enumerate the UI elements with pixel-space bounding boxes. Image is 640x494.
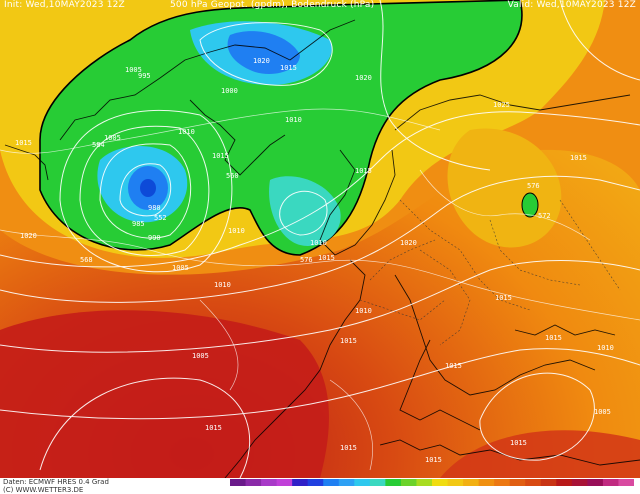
contour-label: 1015 [212,152,229,160]
contour-label: 1015 [318,254,335,262]
contour-label: 1020 [400,239,417,247]
hot-band-east [440,430,640,478]
legend-swatch [571,479,588,486]
legend-swatch [618,479,634,486]
contour-label: 1020 [20,232,37,240]
contour-label: 1010 [178,128,195,136]
cyan-center [269,176,341,246]
legend-swatch [447,479,464,486]
contour-label: 1015 [545,334,562,342]
contour-label: 1005 [594,408,611,416]
contour-label: 1000 [221,87,238,95]
contour-label: 1025 [493,101,510,109]
contour-label: 1010 [214,281,231,289]
contour-label: 1010 [285,116,302,124]
legend-swatch [432,479,449,486]
contour-label: 1010 [310,239,327,247]
contour-label: 560 [226,172,239,180]
green-blob-east [521,192,539,218]
contour-labels: 1015100599510101000980985990102010051010… [15,57,614,464]
contour-label: 576 [300,256,313,264]
contour-label: 990 [148,234,161,242]
hot-band [0,310,329,478]
contour-label: 1005 [125,66,142,74]
contour-label: 572 [538,212,551,220]
legend-swatch [276,479,293,486]
footer-bar: Daten: ECMWF HRES 0.4 Grad (C) WWW.WETTE… [0,478,640,494]
legend-swatch [292,479,309,486]
legend-swatch [245,479,262,486]
legend-swatch [416,479,433,486]
blue-north [227,31,300,75]
contour-label: 1015 [15,139,32,147]
contour-label: 1020 [355,74,372,82]
contour-label: 1015 [570,154,587,162]
legend-swatch [338,479,355,486]
isolines-pressure [0,108,640,471]
legend-swatch [525,479,542,486]
credit: (C) WWW.WETTER3.DE [3,486,84,494]
coastlines [4,19,640,478]
contour-label: 1020 [253,57,270,65]
contour-label: 552 [154,214,167,222]
contour-label: 1010 [355,307,372,315]
contour-label: 1010 [597,344,614,352]
legend-swatch [463,479,480,486]
legend-swatch [261,479,278,486]
contour-label: 1015 [280,64,297,72]
contour-label: 1015 [340,444,357,452]
contour-label: 1015 [355,167,372,175]
legend-swatch [369,479,386,486]
legend-swatch [400,479,417,486]
contour-label: 1005 [192,352,209,360]
contour-label: 1015 [495,294,512,302]
contour-label: 1005 [172,264,189,272]
contour-label: 1015 [205,424,222,432]
legend-swatch [385,479,402,486]
map-title: 500 hPa Geopot. (gpdm), Bodendruck (hPa) [170,0,375,10]
contour-label: 576 [527,182,540,190]
legend-swatch [307,479,324,486]
valid-time: Valid: Wed,10MAY2023 12Z [507,0,636,10]
contour-label: 1010 [228,227,245,235]
color-legend [230,479,634,486]
contour-label: 1015 [510,439,527,447]
weather-map: 1015100599510101000980985990102010051010… [0,0,640,478]
contour-label: 568 [80,256,93,264]
borders [359,199,621,346]
contour-label: 584 [92,141,105,149]
low-core-inner [140,179,156,197]
legend-swatch [556,479,573,486]
legend-swatch [323,479,340,486]
contour-label: 985 [132,220,145,228]
contour-label: 1015 [445,362,462,370]
legend-swatch [494,479,511,486]
init-time: Init: Wed,10MAY2023 12Z [4,0,125,10]
legend-swatch [540,479,557,486]
legend-swatch [587,479,604,486]
contour-label: 1015 [340,337,357,345]
contour-label: 995 [138,72,151,80]
yellow-east [447,128,562,248]
legend-swatch [509,479,526,486]
legend-swatch [478,479,495,486]
legend-swatch [230,479,247,486]
legend-swatch [602,479,619,486]
contour-label: 980 [148,204,161,212]
contour-label: 1005 [104,134,121,142]
data-source: Daten: ECMWF HRES 0.4 Grad [3,478,109,486]
isolines-geopot [0,0,640,478]
contour-label: 1015 [425,456,442,464]
legend-swatch [354,479,371,486]
